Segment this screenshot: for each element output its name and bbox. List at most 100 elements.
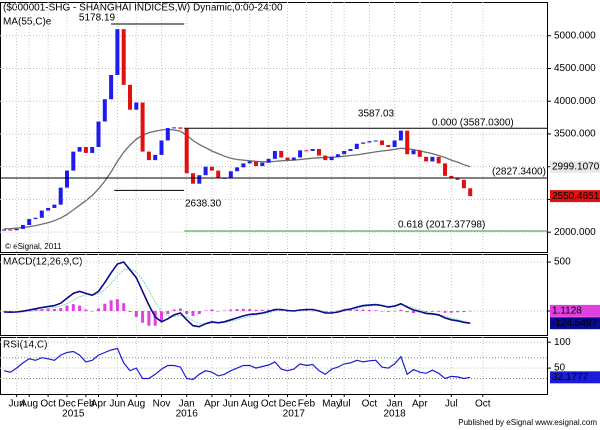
candle xyxy=(455,177,460,180)
candle xyxy=(197,175,202,184)
candle xyxy=(298,150,303,158)
candle xyxy=(140,102,145,152)
candle xyxy=(266,158,271,163)
histogram-bar xyxy=(304,310,308,312)
candle xyxy=(8,229,13,231)
candle xyxy=(203,166,208,176)
candle xyxy=(405,130,410,155)
histogram-bar xyxy=(153,311,157,326)
histogram-bar xyxy=(443,311,447,313)
candle xyxy=(172,127,177,129)
x-tick-label: Jun xyxy=(223,399,239,410)
candle xyxy=(33,217,38,220)
candle xyxy=(361,142,366,144)
plot-area xyxy=(0,254,548,336)
histogram-bar xyxy=(160,311,163,322)
candle xyxy=(153,154,158,161)
annotation: 5178.19 xyxy=(79,13,116,24)
x-tick-label: Jul xyxy=(445,399,458,410)
candle xyxy=(134,102,139,110)
histogram-bar xyxy=(311,310,315,312)
x-tick-label: May xyxy=(322,399,341,410)
candle xyxy=(20,224,25,229)
histogram-bar xyxy=(241,308,245,312)
histogram-bar xyxy=(393,310,397,312)
candle xyxy=(449,175,454,178)
x-tick-label: Oct xyxy=(475,399,491,410)
candle xyxy=(90,147,95,153)
histogram-bar xyxy=(8,311,12,312)
histogram-bar xyxy=(84,309,88,312)
histogram-bar xyxy=(279,310,283,312)
value-box xyxy=(550,371,600,384)
candle xyxy=(323,155,328,161)
histogram-bar xyxy=(103,303,107,312)
histogram-bar xyxy=(367,310,371,312)
histogram-bar xyxy=(178,308,182,312)
histogram-bar xyxy=(185,311,189,314)
plot-area xyxy=(0,2,548,253)
candle xyxy=(291,157,296,161)
candle xyxy=(398,130,403,141)
candle xyxy=(115,29,120,76)
candle xyxy=(146,151,151,161)
histogram-bar xyxy=(2,311,6,312)
candle xyxy=(411,150,416,155)
legend-entry: MA(55,C)e xyxy=(3,17,52,28)
candle xyxy=(209,166,214,171)
histogram-bar xyxy=(437,311,441,312)
plot-area xyxy=(0,337,548,395)
histogram-bar xyxy=(399,309,403,312)
candle xyxy=(178,127,183,129)
histogram-bar xyxy=(462,311,466,313)
y-tick-label: 500 xyxy=(554,257,571,268)
y-tick-label: 4500.000 xyxy=(554,63,596,74)
annotation: 2638.30 xyxy=(185,199,222,210)
footer: Published by eSignal www.esignal.com xyxy=(458,418,597,427)
candle xyxy=(102,99,107,122)
candle xyxy=(272,150,277,159)
histogram-bar xyxy=(197,311,201,314)
candle xyxy=(46,207,51,211)
candle xyxy=(468,188,473,197)
value-label: -124.5497 xyxy=(552,318,597,329)
value-label: 2999.1070 xyxy=(552,161,600,172)
x-tick-label: Apr xyxy=(204,399,220,410)
histogram-bar xyxy=(468,310,472,312)
histogram-bar xyxy=(71,304,75,312)
candle xyxy=(461,179,466,189)
candle xyxy=(254,161,258,167)
value-box xyxy=(550,190,600,203)
candle xyxy=(2,229,6,231)
candle xyxy=(216,170,221,179)
histogram-bar xyxy=(430,311,434,312)
y-tick-label: 4000.000 xyxy=(554,96,596,107)
histogram-bar xyxy=(229,309,233,312)
x-tick-label: Oct xyxy=(40,399,56,410)
candle xyxy=(335,154,340,157)
candle xyxy=(235,167,240,172)
x-year-label: 2018 xyxy=(383,409,406,420)
histogram-bar xyxy=(210,309,214,312)
x-tick-label: Aug xyxy=(127,399,145,410)
histogram-bar xyxy=(216,311,220,312)
value-label: 1.1128 xyxy=(552,306,582,317)
histogram-bar xyxy=(40,309,44,312)
candle xyxy=(58,187,63,205)
x-tick-label: Aug xyxy=(20,399,38,410)
x-tick-label: Feb xyxy=(77,399,95,410)
annotation: 0.000 (3587.0300) xyxy=(432,118,514,129)
histogram-bar xyxy=(172,309,176,312)
x-tick-label: Aug xyxy=(241,399,259,410)
histogram-bar xyxy=(97,308,100,312)
x-year-label: 2017 xyxy=(283,409,306,420)
candle xyxy=(386,145,391,148)
histogram-bar xyxy=(52,309,56,312)
candle xyxy=(417,150,422,157)
candle xyxy=(39,210,44,218)
histogram-bar xyxy=(115,299,119,312)
series-line xyxy=(3,261,471,328)
x-year-label: 2015 xyxy=(62,409,85,420)
series-line xyxy=(3,128,471,230)
candle xyxy=(52,204,57,208)
